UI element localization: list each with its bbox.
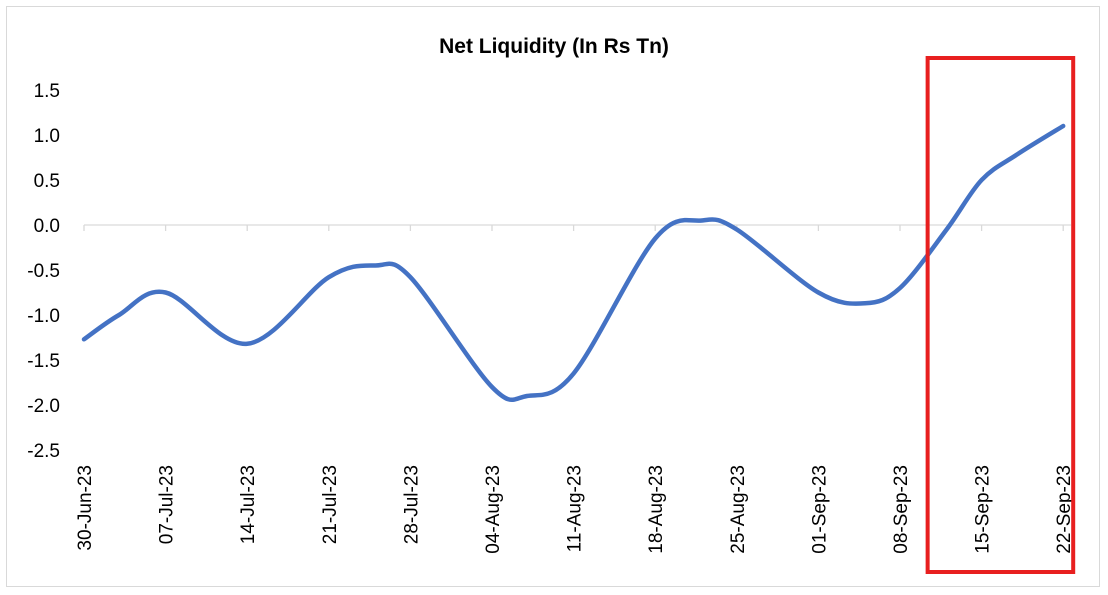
- highlight-box: [925, 56, 1076, 574]
- chart-title: Net Liquidity (In Rs Tn): [439, 35, 669, 58]
- x-tick-label: 22-Sep-23: [1054, 465, 1075, 554]
- y-tick-label: -0.5: [27, 261, 60, 282]
- x-tick-label: 21-Jul-23: [320, 465, 341, 544]
- x-tick-label: 01-Sep-23: [809, 465, 830, 554]
- x-tick-label: 18-Aug-23: [646, 465, 667, 554]
- x-tick-label: 25-Aug-23: [728, 465, 749, 554]
- x-tick-label: 14-Jul-23: [238, 465, 259, 544]
- y-tick-label: 1.5: [34, 81, 60, 102]
- highlight-layer: [925, 56, 1076, 574]
- y-tick-label: -1.5: [27, 351, 60, 372]
- x-tick-label: 15-Sep-23: [973, 465, 994, 554]
- y-tick-label: 0.5: [34, 171, 60, 192]
- x-tick-label: 08-Sep-23: [891, 465, 912, 554]
- x-tick-label: 07-Jul-23: [157, 465, 178, 544]
- series-line: [81, 123, 1066, 403]
- y-tick-label: 1.0: [34, 126, 60, 147]
- y-tick-label: -2.0: [27, 396, 60, 417]
- y-tick-label: -2.5: [27, 441, 60, 462]
- x-tick-label: 04-Aug-23: [483, 465, 504, 554]
- y-tick-label: 0.0: [34, 216, 60, 237]
- chart-frame: [6, 6, 1100, 587]
- y-tick-label: -1.0: [27, 306, 60, 327]
- x-tick-label: 11-Aug-23: [565, 465, 586, 552]
- series-layer: [81, 123, 1066, 403]
- x-tick-label: 30-Jun-23: [75, 465, 96, 551]
- x-axis: 30-Jun-23 07-Jul-23 14-Jul-23 21-Jul-23 28-J…: [75, 224, 1075, 554]
- y-axis: 1.5 1.0 0.5 0.0 -0.5 -1.0 -1.5 -2.0 -2.5: [27, 81, 60, 462]
- x-tick-label: 28-Jul-23: [401, 465, 422, 544]
